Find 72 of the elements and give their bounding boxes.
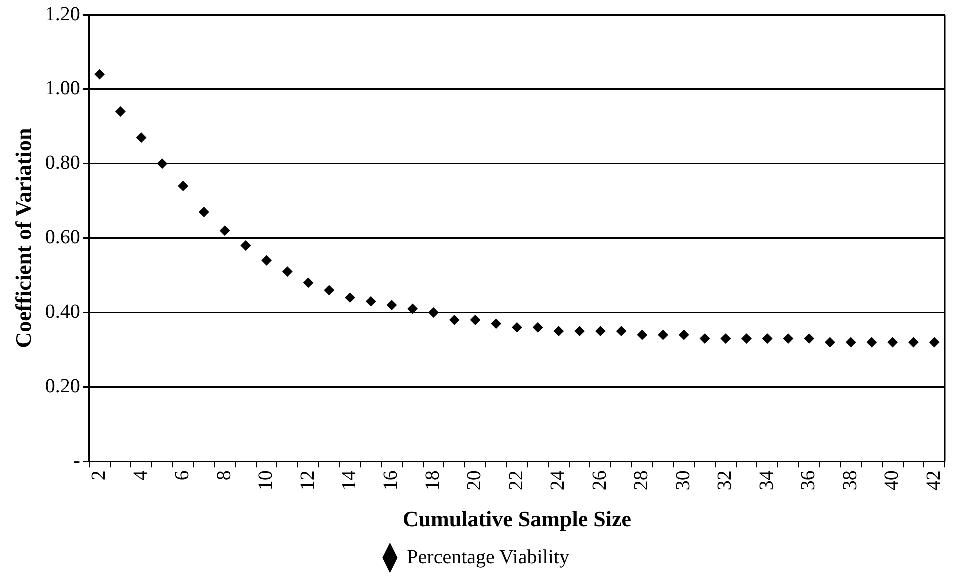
- x-tick-label: 12: [296, 470, 319, 491]
- y-tick-label: 1.00: [45, 78, 80, 100]
- y-tick-label: 0.40: [45, 300, 80, 323]
- x-tick-label: 18: [422, 470, 444, 491]
- x-tick-label: 16: [380, 470, 402, 491]
- x-tick-label: 22: [505, 470, 528, 491]
- y-tick-label: 0.60: [45, 226, 80, 249]
- point: [700, 334, 710, 344]
- point: [679, 330, 690, 340]
- point: [554, 326, 564, 336]
- point: [930, 338, 940, 348]
- y-tick-label: 0.20: [45, 375, 80, 398]
- point: [888, 338, 898, 348]
- point: [94, 70, 105, 80]
- x-tick-label: 42: [922, 470, 945, 491]
- x-tick-label: 40: [881, 470, 904, 491]
- x-tick-label: 34: [756, 470, 778, 491]
- x-tick-label: 6: [172, 470, 194, 481]
- point: [804, 334, 814, 344]
- x-tick-label: 14: [338, 470, 361, 491]
- point: [616, 326, 627, 336]
- point: [866, 338, 877, 348]
- point: [240, 240, 251, 251]
- point: [720, 334, 731, 344]
- point: [574, 326, 585, 336]
- x-tick-label: 26: [588, 470, 611, 491]
- point: [136, 132, 147, 143]
- x-tick-label: 8: [213, 470, 236, 481]
- point: [157, 158, 168, 169]
- point: [116, 106, 126, 117]
- x-tick-label: 10: [255, 470, 278, 491]
- x-tick-label: 4: [130, 470, 152, 481]
- point: [825, 338, 836, 348]
- point: [762, 334, 773, 344]
- point: [428, 308, 439, 318]
- y-tick-label: 1.20: [45, 3, 80, 26]
- point: [512, 322, 522, 333]
- point: [178, 181, 188, 192]
- x-tick-label: 24: [547, 470, 570, 491]
- point: [846, 338, 856, 348]
- point: [386, 300, 397, 310]
- x-tick-label: 28: [630, 470, 653, 491]
- x-tick-label: 36: [798, 470, 820, 491]
- x-tick-label: 30: [672, 470, 694, 491]
- point: [282, 266, 293, 277]
- point: [450, 315, 460, 326]
- x-axis-title: Cumulative Sample Size: [402, 506, 632, 532]
- x-tick-label: 20: [464, 470, 486, 491]
- point: [783, 334, 794, 344]
- x-tick-label: 38: [839, 470, 862, 491]
- point: [304, 278, 314, 288]
- point: [324, 285, 334, 296]
- point: [366, 296, 376, 307]
- y-tick-label: -: [74, 450, 80, 472]
- x-tick-label: 32: [714, 470, 736, 491]
- point: [596, 326, 606, 336]
- x-tick-label: 2: [88, 470, 110, 481]
- y-axis-title: Coefficient of Variation: [10, 128, 36, 348]
- point: [470, 315, 480, 326]
- point: [262, 256, 272, 266]
- point: [491, 318, 502, 329]
- point: [345, 292, 356, 303]
- legend-label: Percentage Viability: [407, 546, 570, 568]
- point: [908, 338, 919, 348]
- point: [199, 207, 210, 218]
- point: [658, 330, 668, 340]
- y-tick-label: 0.80: [45, 152, 80, 174]
- point: [408, 304, 418, 314]
- point: [637, 330, 648, 340]
- point: [220, 226, 230, 236]
- point: [533, 322, 544, 333]
- point: [742, 334, 752, 344]
